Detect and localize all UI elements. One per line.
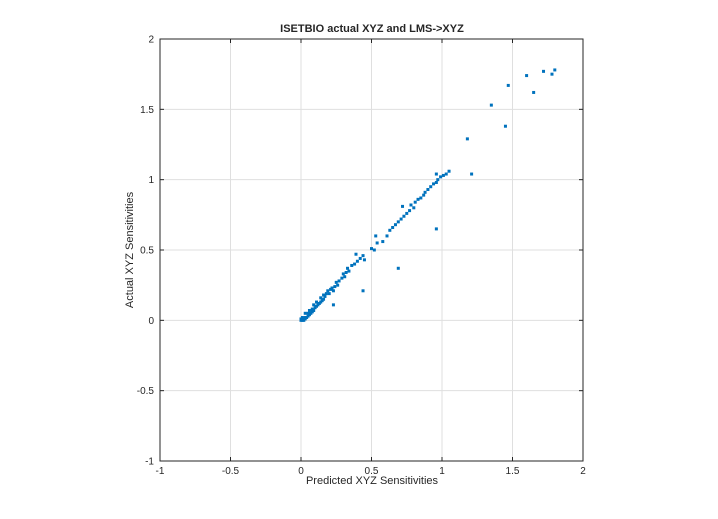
data-point — [333, 285, 337, 289]
data-point — [405, 211, 409, 215]
data-point — [550, 72, 554, 76]
chart-title: ISETBIO actual XYZ and LMS->XYZ — [280, 23, 464, 35]
data-point — [337, 279, 341, 283]
data-point — [354, 252, 358, 256]
data-point — [423, 190, 427, 194]
data-point — [306, 311, 310, 315]
data-point — [489, 103, 493, 107]
y-axis-label: Actual XYZ Sensitivities — [124, 191, 136, 308]
data-point — [322, 297, 326, 301]
y-tick-label: 0 — [148, 316, 154, 327]
y-tick-label: 2 — [148, 35, 154, 46]
data-point — [402, 214, 406, 218]
x-tick-label: 0.5 — [365, 466, 379, 477]
data-point — [315, 300, 319, 304]
data-point — [374, 234, 378, 238]
data-point — [542, 69, 546, 73]
data-point — [444, 172, 448, 176]
data-point — [350, 263, 354, 267]
data-point — [432, 182, 436, 186]
data-point — [470, 172, 474, 176]
y-tick-label: -1 — [145, 457, 154, 468]
data-point — [503, 124, 507, 128]
data-point — [343, 275, 347, 279]
data-point — [439, 175, 443, 179]
data-point — [409, 203, 413, 207]
data-point — [465, 137, 469, 141]
data-point — [385, 234, 389, 238]
data-point — [416, 197, 420, 201]
data-point — [319, 296, 323, 300]
data-point — [422, 193, 426, 197]
data-point — [303, 311, 307, 315]
data-point — [553, 68, 557, 72]
data-point — [434, 227, 438, 231]
data-point — [391, 225, 395, 229]
data-point — [307, 308, 311, 312]
data-point — [344, 271, 348, 275]
data-point — [408, 209, 412, 213]
data-point — [434, 180, 438, 184]
data-point — [375, 241, 379, 245]
data-point — [396, 220, 400, 224]
data-point — [413, 200, 417, 204]
x-axis-label: Predicted XYZ Sensitivities — [306, 475, 439, 487]
data-point — [401, 204, 405, 208]
axis-ticks: -1 -0.5 0 0.5 1 1.5 2 -1 -0.5 0 0.5 1 1.5 2 — [137, 35, 586, 478]
data-point — [372, 248, 376, 252]
data-point — [436, 178, 440, 182]
data-point — [525, 74, 529, 78]
data-point — [300, 316, 304, 320]
data-point — [361, 289, 365, 293]
data-point — [346, 266, 350, 270]
data-point — [399, 217, 403, 221]
y-tick-label: 0.5 — [140, 246, 154, 257]
data-point — [381, 240, 385, 244]
x-tick-label: 2 — [580, 466, 586, 477]
data-point — [327, 292, 331, 296]
data-point — [331, 289, 335, 293]
data-point — [419, 196, 423, 200]
data-point — [312, 303, 316, 307]
data-point — [362, 258, 366, 262]
x-tick-label: 0 — [298, 466, 304, 477]
data-point — [447, 169, 451, 173]
data-point — [334, 280, 338, 284]
data-point — [429, 185, 433, 189]
x-tick-label: -1 — [156, 466, 165, 477]
data-point — [441, 173, 445, 177]
data-point — [324, 292, 328, 296]
y-tick-label: 1.5 — [140, 105, 154, 116]
data-point — [330, 286, 334, 290]
data-point — [341, 272, 345, 276]
data-point — [434, 172, 438, 176]
data-point — [506, 83, 510, 87]
data-point — [340, 276, 344, 280]
data-point — [322, 293, 326, 297]
x-tick-label: -0.5 — [222, 466, 240, 477]
x-tick-label: 1 — [439, 466, 445, 477]
data-point — [358, 256, 362, 260]
data-point — [310, 307, 314, 311]
data-point — [355, 259, 359, 263]
data-point — [532, 90, 536, 94]
data-point — [347, 269, 351, 273]
data-point — [370, 247, 373, 251]
data-point — [353, 262, 357, 266]
data-point — [393, 223, 397, 227]
y-tick-label: -0.5 — [137, 386, 155, 397]
data-point — [326, 289, 330, 293]
data-point — [426, 188, 430, 192]
data-point — [331, 303, 335, 307]
y-tick-label: 1 — [148, 175, 154, 186]
x-tick-label: 1.5 — [506, 466, 520, 477]
data-point — [336, 283, 340, 287]
data-point — [396, 266, 400, 270]
data-point — [361, 254, 365, 258]
data-point — [412, 206, 416, 210]
data-point — [388, 228, 392, 232]
data-points — [299, 68, 557, 322]
